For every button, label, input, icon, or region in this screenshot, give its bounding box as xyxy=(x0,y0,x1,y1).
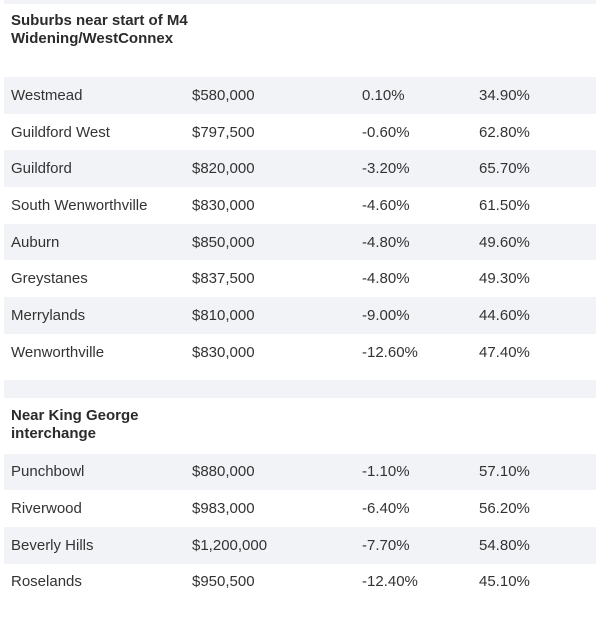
suburb-cell: Riverwood xyxy=(11,500,82,518)
section-title-m4: Suburbs near start of M4 Widening/WestCo… xyxy=(11,12,188,47)
growth-cell: 57.10% xyxy=(479,463,530,481)
table-row: Riverwood $983,000 -6.40% 56.20% xyxy=(4,490,596,527)
section-spacer xyxy=(4,371,596,380)
table-row: Roselands $950,500 -12.40% 45.10% xyxy=(4,564,596,601)
change-cell: -3.20% xyxy=(362,160,410,178)
growth-cell: 56.20% xyxy=(479,500,530,518)
growth-cell: 49.60% xyxy=(479,233,530,251)
suburb-cell: Merrylands xyxy=(11,306,86,324)
suburb-cell: Punchbowl xyxy=(11,463,85,481)
table-row: Wenworthville $830,000 -12.60% 47.40% xyxy=(4,334,596,371)
growth-cell: 61.50% xyxy=(479,196,530,214)
change-cell: -4.80% xyxy=(362,270,410,288)
suburb-cell: Greystanes xyxy=(11,270,88,288)
price-cell: $950,500 xyxy=(192,573,255,591)
change-cell: -4.60% xyxy=(362,196,410,214)
table-row: Guildford West $797,500 -0.60% 62.80% xyxy=(4,114,596,151)
price-cell: $983,000 xyxy=(192,500,255,518)
suburb-cell: Auburn xyxy=(11,233,60,251)
price-cell: $580,000 xyxy=(192,86,255,104)
growth-cell: 62.80% xyxy=(479,123,530,141)
section-title-king-george: Near King George interchange xyxy=(11,406,139,442)
price-cell: $850,000 xyxy=(192,233,255,251)
growth-cell: 34.90% xyxy=(479,86,530,104)
change-cell: -6.40% xyxy=(362,500,410,518)
price-cell: $797,500 xyxy=(192,123,255,141)
price-cell: $810,000 xyxy=(192,306,255,324)
table-row: Beverly Hills $1,200,000 -7.70% 54.80% xyxy=(4,526,596,564)
change-cell: -12.60% xyxy=(362,343,418,361)
suburb-price-table: Suburbs near start of M4 Widening/WestCo… xyxy=(4,0,596,600)
price-cell: $820,000 xyxy=(192,160,255,178)
price-cell: $837,500 xyxy=(192,270,255,288)
change-cell: -12.40% xyxy=(362,573,418,591)
growth-cell: 45.10% xyxy=(479,573,530,591)
top-divider xyxy=(4,0,596,4)
suburb-cell: Westmead xyxy=(11,86,83,104)
table-row: Guildford $820,000 -3.20% 65.70% xyxy=(4,150,596,188)
section-divider xyxy=(4,379,596,398)
table-row: Greystanes $837,500 -4.80% 49.30% xyxy=(4,260,596,297)
growth-cell: 54.80% xyxy=(479,536,530,554)
suburb-cell: Wenworthville xyxy=(11,343,105,361)
table-row: Auburn $850,000 -4.80% 49.60% xyxy=(4,223,596,261)
suburb-cell: Beverly Hills xyxy=(11,536,94,554)
suburb-cell: South Wenworthville xyxy=(11,196,148,214)
change-cell: -4.80% xyxy=(362,233,410,251)
table-row: Westmead $580,000 0.10% 34.90% xyxy=(4,77,596,114)
change-cell: -1.10% xyxy=(362,463,410,481)
suburb-cell: Guildford West xyxy=(11,123,110,141)
table-row: South Wenworthville $830,000 -4.60% 61.5… xyxy=(4,187,596,224)
change-cell: -0.60% xyxy=(362,123,410,141)
price-cell: $880,000 xyxy=(192,463,255,481)
growth-cell: 49.30% xyxy=(479,270,530,288)
growth-cell: 44.60% xyxy=(479,306,530,324)
change-cell: -7.70% xyxy=(362,536,410,554)
price-cell: $830,000 xyxy=(192,196,255,214)
change-cell: 0.10% xyxy=(362,86,405,104)
suburb-cell: Roselands xyxy=(11,573,82,591)
suburb-cell: Guildford xyxy=(11,160,72,178)
price-cell: $830,000 xyxy=(192,343,255,361)
table-row: Merrylands $810,000 -9.00% 44.60% xyxy=(4,297,596,334)
table-row: Punchbowl $880,000 -1.10% 57.10% xyxy=(4,453,596,491)
price-cell: $1,200,000 xyxy=(192,536,268,554)
growth-cell: 65.70% xyxy=(479,160,530,178)
change-cell: -9.00% xyxy=(362,306,410,324)
growth-cell: 47.40% xyxy=(479,343,530,361)
